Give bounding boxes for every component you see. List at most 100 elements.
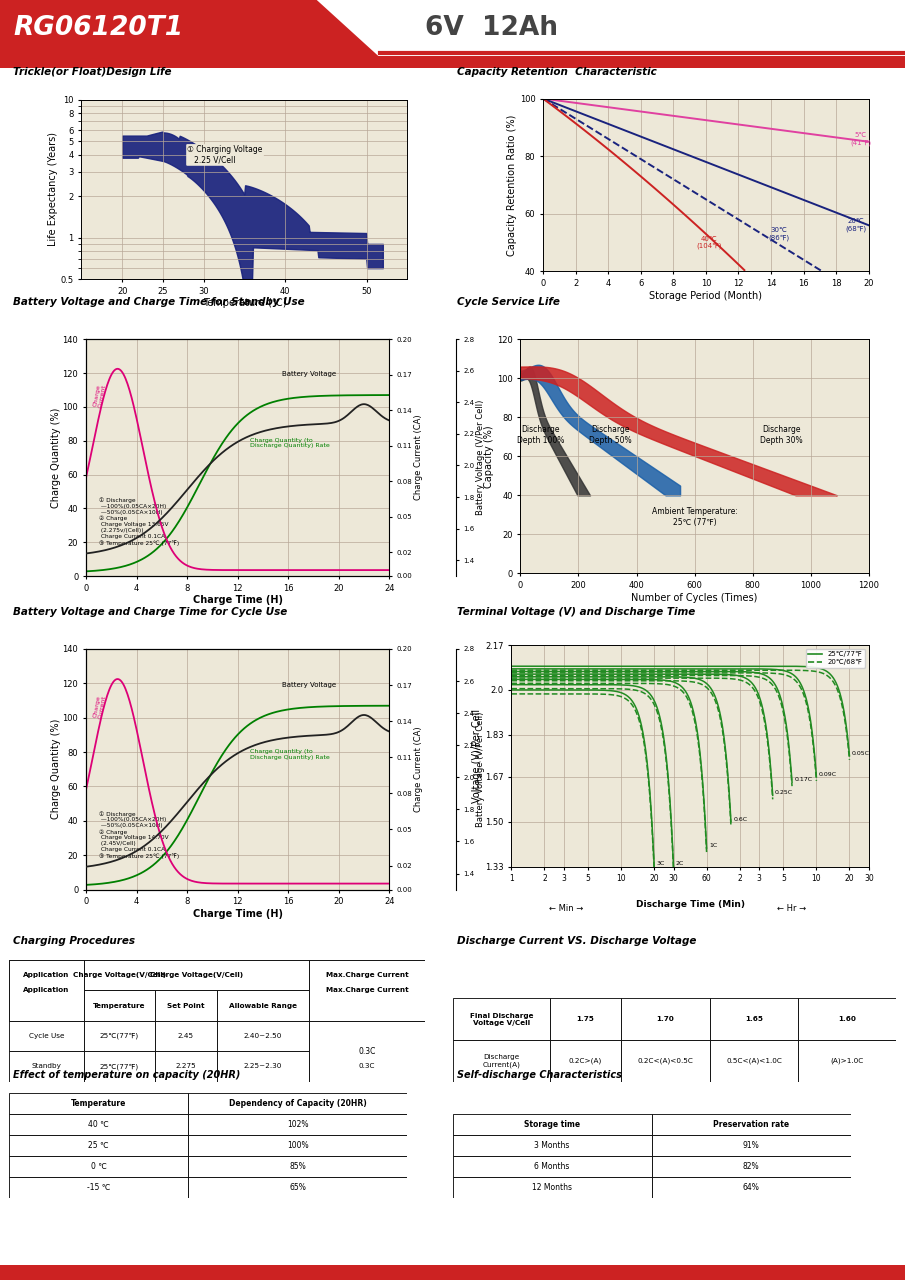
Text: 20℃
(68℉): 20℃ (68℉)	[845, 219, 866, 232]
Bar	[188, 1114, 407, 1135]
Text: 1.70: 1.70	[656, 1016, 674, 1023]
Y-axis label: Charge Current (CA): Charge Current (CA)	[414, 727, 423, 812]
Bar	[188, 1135, 407, 1156]
Legend: 25℃/77℉, 20℃/68℉: 25℃/77℉, 20℃/68℉	[805, 649, 865, 668]
Y-axis label: Battery Voltage (V/Per Cell): Battery Voltage (V/Per Cell)	[476, 712, 485, 827]
Bar	[621, 998, 710, 1039]
Text: Ambient Temperature:
25℃ (77℉): Ambient Temperature: 25℃ (77℉)	[652, 507, 738, 526]
Bar	[550, 998, 621, 1039]
Text: Discharge
Depth 30%: Discharge Depth 30%	[760, 425, 803, 444]
Text: 64%: 64%	[743, 1183, 759, 1192]
Text: 1.60: 1.60	[838, 1016, 856, 1023]
Text: RG06120T1: RG06120T1	[14, 14, 184, 41]
Text: Capacity Retention  Characteristic: Capacity Retention Characteristic	[457, 67, 657, 77]
X-axis label: Storage Period (Month): Storage Period (Month)	[650, 291, 762, 301]
Bar	[309, 1021, 425, 1051]
Text: 0.05C: 0.05C	[852, 750, 870, 755]
Text: 0.5C<(A)<1.0C: 0.5C<(A)<1.0C	[726, 1057, 782, 1064]
Bar	[84, 960, 309, 991]
Text: Dependency of Capacity (20HR): Dependency of Capacity (20HR)	[229, 1100, 367, 1108]
Bar	[84, 1051, 155, 1082]
Text: 102%: 102%	[287, 1120, 309, 1129]
Bar	[188, 1178, 407, 1198]
Bar	[309, 960, 425, 1021]
Text: Terminal Voltage (V) and Discharge Time: Terminal Voltage (V) and Discharge Time	[457, 607, 695, 617]
Bar	[309, 991, 425, 1021]
Y-axis label: Voltage (V)/Per Cell: Voltage (V)/Per Cell	[472, 709, 482, 803]
Bar	[798, 998, 896, 1039]
Text: 5℃
(41℉): 5℃ (41℉)	[850, 132, 872, 146]
Bar	[621, 1039, 710, 1082]
Text: 12 Months: 12 Months	[532, 1183, 572, 1192]
X-axis label: Charge Time (H): Charge Time (H)	[193, 595, 282, 605]
Text: Battery Voltage: Battery Voltage	[281, 371, 336, 378]
Bar	[188, 1156, 407, 1178]
Text: 2.25~2.30: 2.25~2.30	[243, 1064, 282, 1069]
Text: Battery Voltage and Charge Time for Cycle Use: Battery Voltage and Charge Time for Cycl…	[14, 607, 288, 617]
Bar	[9, 1178, 188, 1198]
Text: Discharge Current VS. Discharge Voltage: Discharge Current VS. Discharge Voltage	[457, 936, 696, 946]
Bar	[188, 1093, 407, 1114]
Bar	[9, 1021, 84, 1051]
Text: Set Point: Set Point	[167, 1002, 205, 1009]
Text: 91%: 91%	[743, 1140, 759, 1149]
Text: Charge
Current: Charge Current	[92, 694, 107, 718]
Text: (A)>1.0C: (A)>1.0C	[831, 1057, 863, 1064]
Text: 25℃(77℉): 25℃(77℉)	[100, 1033, 139, 1039]
Text: ① Charging Voltage
   2.25 V/Cell: ① Charging Voltage 2.25 V/Cell	[187, 145, 262, 165]
Bar	[155, 960, 217, 991]
Bar	[9, 960, 84, 991]
Text: Self-discharge Characteristics: Self-discharge Characteristics	[457, 1070, 622, 1080]
Bar	[652, 1114, 851, 1134]
Bar	[217, 991, 309, 1021]
Bar	[452, 998, 550, 1039]
Bar	[309, 960, 425, 991]
Text: Charge
Current: Charge Current	[92, 383, 107, 408]
Text: Max.Charge Current: Max.Charge Current	[326, 973, 408, 978]
Bar	[9, 960, 84, 1021]
Y-axis label: Charge Quantity (%): Charge Quantity (%)	[52, 719, 62, 819]
Text: Cycle Service Life: Cycle Service Life	[457, 297, 560, 307]
Text: 0 ℃: 0 ℃	[90, 1162, 107, 1171]
Text: 3 Months: 3 Months	[534, 1140, 570, 1149]
Text: 0.2C>(A): 0.2C>(A)	[569, 1057, 602, 1064]
Text: -15 ℃: -15 ℃	[87, 1183, 110, 1192]
Bar	[217, 1021, 309, 1051]
Text: 0.3C: 0.3C	[358, 1047, 376, 1056]
Bar	[452, 1039, 550, 1082]
Bar	[798, 1039, 896, 1082]
Y-axis label: Life Expectancy (Years): Life Expectancy (Years)	[48, 132, 58, 247]
Text: Battery Voltage and Charge Time for Standby Use: Battery Voltage and Charge Time for Stan…	[14, 297, 305, 307]
Text: ← Min →: ← Min →	[548, 904, 583, 914]
X-axis label: Discharge Time (Min): Discharge Time (Min)	[635, 900, 745, 909]
Text: Discharge
Current(A): Discharge Current(A)	[482, 1053, 520, 1068]
Text: 100%: 100%	[287, 1140, 309, 1151]
Text: 3C: 3C	[656, 861, 665, 867]
Bar	[452, 1156, 652, 1178]
Bar	[155, 1021, 217, 1051]
Bar	[452, 1114, 652, 1134]
Bar	[84, 991, 155, 1021]
Y-axis label: Battery Voltage (V/Per Cell): Battery Voltage (V/Per Cell)	[476, 399, 485, 516]
Text: ← Hr →: ← Hr →	[777, 904, 806, 914]
Text: Max.Charge Current: Max.Charge Current	[326, 987, 408, 993]
Bar	[710, 998, 798, 1039]
Bar	[9, 1156, 188, 1178]
Text: 2.40~2.50: 2.40~2.50	[243, 1033, 282, 1039]
Text: Charge Quantity (to
Discharge Quantity) Rate: Charge Quantity (to Discharge Quantity) …	[250, 749, 330, 760]
Text: Charge Quantity (to
Discharge Quantity) Rate: Charge Quantity (to Discharge Quantity) …	[250, 438, 330, 448]
Y-axis label: Capacity Retention Ratio (%): Capacity Retention Ratio (%)	[507, 114, 517, 256]
Bar	[652, 1156, 851, 1178]
Text: Temperature: Temperature	[71, 1100, 127, 1108]
Text: 2C: 2C	[676, 861, 684, 867]
Text: Charge Voltage(V/Cell): Charge Voltage(V/Cell)	[72, 973, 166, 978]
Text: Application: Application	[24, 987, 70, 993]
Text: 65%: 65%	[290, 1183, 306, 1192]
Text: Battery Voltage: Battery Voltage	[281, 682, 336, 687]
Bar	[9, 1135, 188, 1156]
Text: Effect of temperature on capacity (20HR): Effect of temperature on capacity (20HR)	[13, 1070, 241, 1080]
Text: 0.2C<(A)<0.5C: 0.2C<(A)<0.5C	[637, 1057, 693, 1064]
Text: 25℃(77℉): 25℃(77℉)	[100, 1064, 139, 1070]
Text: 25 ℃: 25 ℃	[89, 1140, 109, 1151]
Text: 85%: 85%	[290, 1162, 306, 1171]
